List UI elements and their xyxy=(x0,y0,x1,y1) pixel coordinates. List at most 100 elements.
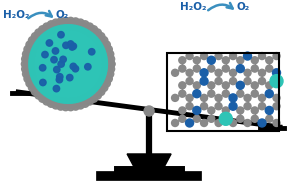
Circle shape xyxy=(43,98,51,105)
Circle shape xyxy=(193,82,200,89)
Circle shape xyxy=(38,88,46,95)
Circle shape xyxy=(33,56,43,66)
Circle shape xyxy=(22,65,29,73)
Circle shape xyxy=(33,34,41,42)
Circle shape xyxy=(62,38,72,48)
Circle shape xyxy=(39,95,46,102)
Circle shape xyxy=(56,54,66,64)
Circle shape xyxy=(48,80,58,90)
Circle shape xyxy=(266,82,273,89)
Circle shape xyxy=(91,71,101,81)
Circle shape xyxy=(222,65,229,72)
Circle shape xyxy=(51,87,61,97)
Circle shape xyxy=(96,50,106,60)
Circle shape xyxy=(58,98,65,105)
Circle shape xyxy=(43,37,53,47)
Circle shape xyxy=(73,50,83,60)
Circle shape xyxy=(81,100,89,107)
Circle shape xyxy=(84,32,94,42)
Circle shape xyxy=(42,91,49,98)
Circle shape xyxy=(96,68,106,78)
Circle shape xyxy=(48,43,58,53)
Circle shape xyxy=(66,62,76,72)
Circle shape xyxy=(28,51,35,59)
Circle shape xyxy=(34,77,44,87)
Circle shape xyxy=(38,54,48,64)
Circle shape xyxy=(95,47,105,57)
Circle shape xyxy=(48,68,59,78)
Circle shape xyxy=(62,33,72,43)
Circle shape xyxy=(78,50,88,60)
Circle shape xyxy=(85,64,91,70)
Circle shape xyxy=(81,21,89,28)
Circle shape xyxy=(90,95,97,102)
Circle shape xyxy=(25,51,32,58)
Circle shape xyxy=(43,75,53,85)
Circle shape xyxy=(33,81,40,89)
Circle shape xyxy=(54,24,61,32)
Circle shape xyxy=(48,90,58,100)
Circle shape xyxy=(59,33,69,43)
Circle shape xyxy=(77,19,84,27)
Circle shape xyxy=(75,36,85,46)
Circle shape xyxy=(38,36,48,46)
Circle shape xyxy=(77,38,87,47)
Circle shape xyxy=(89,27,96,35)
Circle shape xyxy=(237,115,244,122)
Circle shape xyxy=(193,115,200,122)
Circle shape xyxy=(78,90,89,100)
Circle shape xyxy=(42,51,48,58)
Circle shape xyxy=(76,47,86,57)
Circle shape xyxy=(67,22,74,30)
Circle shape xyxy=(41,39,51,49)
Circle shape xyxy=(40,84,50,94)
Circle shape xyxy=(21,60,29,68)
Circle shape xyxy=(91,38,100,48)
Circle shape xyxy=(84,65,94,75)
Circle shape xyxy=(53,73,63,83)
Circle shape xyxy=(144,106,154,116)
Circle shape xyxy=(215,69,222,76)
Circle shape xyxy=(100,47,107,55)
Circle shape xyxy=(71,44,81,54)
Circle shape xyxy=(200,77,208,85)
Circle shape xyxy=(251,65,258,72)
Circle shape xyxy=(86,39,95,49)
Circle shape xyxy=(90,88,98,95)
Circle shape xyxy=(29,56,39,66)
Circle shape xyxy=(105,65,112,73)
Circle shape xyxy=(72,18,80,26)
Circle shape xyxy=(62,81,72,91)
Circle shape xyxy=(230,53,237,60)
Circle shape xyxy=(67,47,77,57)
Circle shape xyxy=(51,42,61,52)
Circle shape xyxy=(56,74,65,84)
Text: O₂: O₂ xyxy=(56,10,69,20)
Circle shape xyxy=(63,59,73,69)
Circle shape xyxy=(63,29,73,39)
Circle shape xyxy=(72,59,82,69)
Circle shape xyxy=(33,40,40,47)
Circle shape xyxy=(193,106,201,114)
Circle shape xyxy=(97,33,105,40)
Circle shape xyxy=(75,87,86,97)
Circle shape xyxy=(172,119,179,126)
Circle shape xyxy=(86,98,93,105)
Circle shape xyxy=(30,83,38,90)
Circle shape xyxy=(39,77,49,87)
Circle shape xyxy=(45,30,55,40)
Circle shape xyxy=(222,57,229,64)
Circle shape xyxy=(59,84,69,94)
Circle shape xyxy=(29,62,39,72)
Circle shape xyxy=(53,78,63,88)
Circle shape xyxy=(67,19,74,27)
Circle shape xyxy=(81,71,91,81)
Circle shape xyxy=(35,68,45,78)
Circle shape xyxy=(35,91,42,99)
Circle shape xyxy=(68,43,78,53)
Circle shape xyxy=(53,85,60,92)
Circle shape xyxy=(244,119,251,126)
Circle shape xyxy=(53,83,63,93)
Circle shape xyxy=(76,56,86,66)
Circle shape xyxy=(43,23,51,31)
